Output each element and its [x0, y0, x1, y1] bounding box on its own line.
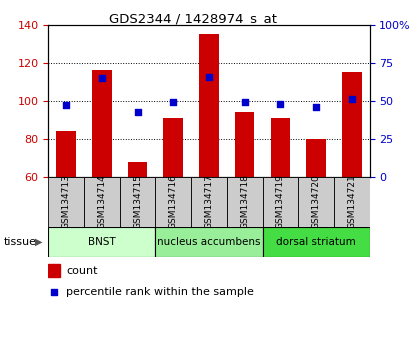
Point — [63, 103, 70, 108]
Bar — [191, 177, 227, 227]
Bar — [56, 131, 76, 291]
Bar — [270, 118, 290, 291]
Text: nucleus accumbens: nucleus accumbens — [157, 236, 261, 247]
Point — [312, 104, 319, 110]
Text: GSM134714: GSM134714 — [97, 175, 106, 229]
Text: GSM134721: GSM134721 — [347, 175, 356, 229]
Text: tissue: tissue — [4, 236, 37, 247]
Bar — [306, 139, 326, 291]
Bar — [120, 177, 155, 227]
Text: dorsal striatum: dorsal striatum — [276, 236, 356, 247]
Point — [51, 289, 58, 295]
Bar — [92, 70, 112, 291]
Text: GSM134715: GSM134715 — [133, 174, 142, 229]
Text: GSM134716: GSM134716 — [169, 174, 178, 229]
Bar — [342, 72, 362, 291]
Text: GSM134713: GSM134713 — [62, 174, 71, 229]
Bar — [262, 227, 370, 257]
Text: percentile rank within the sample: percentile rank within the sample — [66, 287, 254, 297]
Bar — [334, 177, 370, 227]
Text: BNST: BNST — [88, 236, 116, 247]
Bar — [298, 177, 334, 227]
Bar — [84, 177, 120, 227]
Bar — [155, 227, 262, 257]
Text: GSM134720: GSM134720 — [312, 175, 320, 229]
Point — [241, 99, 248, 105]
Bar — [163, 118, 183, 291]
Bar — [235, 112, 255, 291]
Bar — [128, 162, 147, 291]
Point — [277, 101, 284, 107]
Bar — [48, 264, 60, 277]
Bar — [48, 227, 155, 257]
Bar — [262, 177, 298, 227]
Point — [170, 99, 177, 105]
Point — [134, 109, 141, 114]
Bar — [155, 177, 191, 227]
Text: GSM134717: GSM134717 — [205, 174, 213, 229]
Point — [349, 97, 355, 102]
Text: GSM134718: GSM134718 — [240, 174, 249, 229]
Bar — [48, 177, 84, 227]
Text: ▶: ▶ — [35, 236, 42, 247]
Text: count: count — [66, 266, 97, 276]
Text: GDS2344 / 1428974_s_at: GDS2344 / 1428974_s_at — [109, 12, 277, 25]
Bar — [199, 34, 219, 291]
Text: GSM134719: GSM134719 — [276, 174, 285, 229]
Bar — [227, 177, 262, 227]
Point — [98, 75, 105, 81]
Point — [206, 74, 212, 79]
